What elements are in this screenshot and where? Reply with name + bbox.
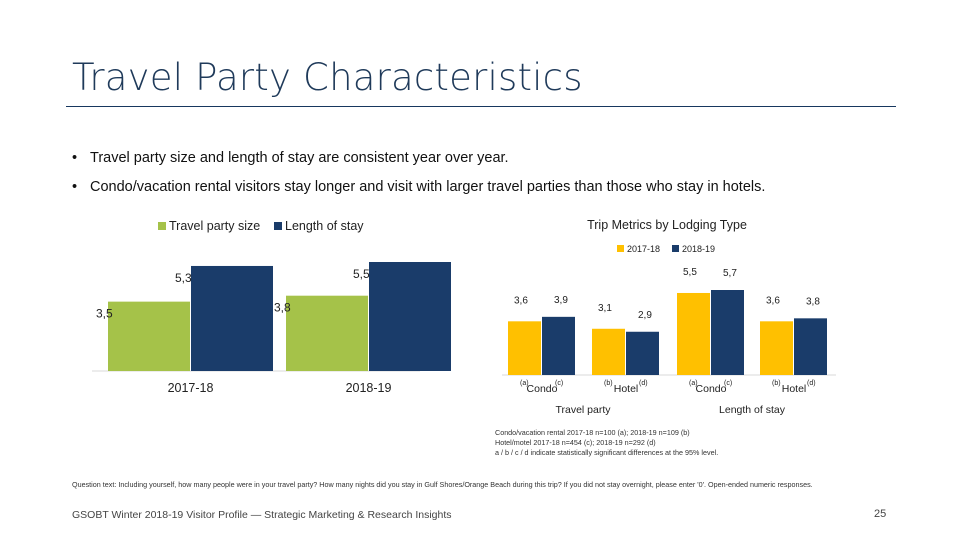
category-label-Condo: Condo <box>696 383 727 395</box>
sample-notes: Condo/vacation rental 2017-18 n=100 (a);… <box>495 428 718 458</box>
chart2-title: Trip Metrics by Lodging Type <box>587 218 747 232</box>
data-label: 5,5 <box>353 267 370 281</box>
bar-travel-party-condo-2018-19 <box>542 316 575 375</box>
bar-length-of-stay-condo-2017-18 <box>677 292 710 375</box>
bar-length-of-stay-condo-2018-19 <box>711 290 744 375</box>
data-label: 2,9 <box>638 310 652 321</box>
bullet-1: • Travel party size and length of stay ar… <box>72 150 509 166</box>
sig-tag: (b) <box>604 380 613 387</box>
sig-tag: (b) <box>772 380 781 387</box>
bullet-dot-icon: • <box>72 150 78 166</box>
data-label: 5,3 <box>175 271 192 285</box>
group-label: Travel party <box>555 404 611 416</box>
data-label: 3,6 <box>514 295 528 306</box>
sig-tag: (c) <box>555 380 563 387</box>
note-line: a / b / c / d indicate statistically sig… <box>495 448 719 457</box>
data-label: 3,9 <box>554 295 568 306</box>
sig-tag: (d) <box>639 380 648 387</box>
bar-travel-party-condo-2017-18 <box>508 321 541 375</box>
note-line: Hotel/motel 2017-18 n=454 (c); 2018-19 n… <box>495 438 656 447</box>
legend-swatch-length-of-stay <box>274 222 282 230</box>
bar-length-of-stay-2017-18 <box>191 265 273 371</box>
category-label-Hotel: Hotel <box>782 383 807 395</box>
data-label: 3,8 <box>274 301 291 315</box>
data-label: 3,6 <box>766 295 780 306</box>
group-label: Length of stay <box>719 404 786 416</box>
legend-swatch-2017-18 <box>617 245 624 252</box>
bullet-1-text: Travel party size and length of stay are… <box>90 150 509 166</box>
page-number: 25 <box>874 508 887 520</box>
bullet-2: • Condo/vacation rental visitors stay lon… <box>72 179 765 195</box>
legend-label-length-of-stay: Length of stay <box>285 219 364 233</box>
legend-label-2018-19: 2018-19 <box>682 244 715 254</box>
legend-swatch-party-size <box>158 222 166 230</box>
sig-tag: (a) <box>689 380 698 387</box>
bullet-dot-icon: • <box>72 179 78 195</box>
bar-length-of-stay-hotel-2017-18 <box>760 321 793 375</box>
slide-title: Travel Party Characteristics <box>72 56 583 99</box>
data-label: 3,8 <box>806 296 820 307</box>
category-label-Hotel: Hotel <box>614 383 639 395</box>
legend-label-2017-18: 2017-18 <box>627 244 660 254</box>
bar-party-size-2018-19 <box>286 295 368 371</box>
sig-tag: (c) <box>724 380 732 387</box>
data-label: 5,5 <box>683 267 697 278</box>
bar-travel-party-hotel-2017-18 <box>592 328 625 375</box>
note-line: Condo/vacation rental 2017-18 n=100 (a);… <box>495 428 690 437</box>
question-text: Question text: Including yourself, how m… <box>72 480 813 489</box>
bullet-2-text: Condo/vacation rental visitors stay long… <box>90 179 766 195</box>
category-label-2018-19: 2018-19 <box>346 381 392 395</box>
sig-tag: (a) <box>520 380 529 387</box>
legend-swatch-2018-19 <box>672 245 679 252</box>
bar-party-size-2017-18 <box>108 301 190 371</box>
bar-travel-party-hotel-2018-19 <box>626 331 659 375</box>
data-label: 3,5 <box>96 307 113 321</box>
category-label-2017-18: 2017-18 <box>168 381 214 395</box>
data-label: 3,1 <box>598 303 612 314</box>
footer-text: GSOBT Winter 2018-19 Visitor Profile — S… <box>72 509 452 521</box>
bar-length-of-stay-2018-19 <box>369 262 451 371</box>
legend-label-party-size: Travel party size <box>169 219 260 233</box>
category-label-Condo: Condo <box>527 383 558 395</box>
data-label: 5,7 <box>723 268 737 279</box>
sig-tag: (d) <box>807 380 816 387</box>
bar-length-of-stay-hotel-2018-19 <box>794 318 827 375</box>
title-divider <box>66 106 896 107</box>
